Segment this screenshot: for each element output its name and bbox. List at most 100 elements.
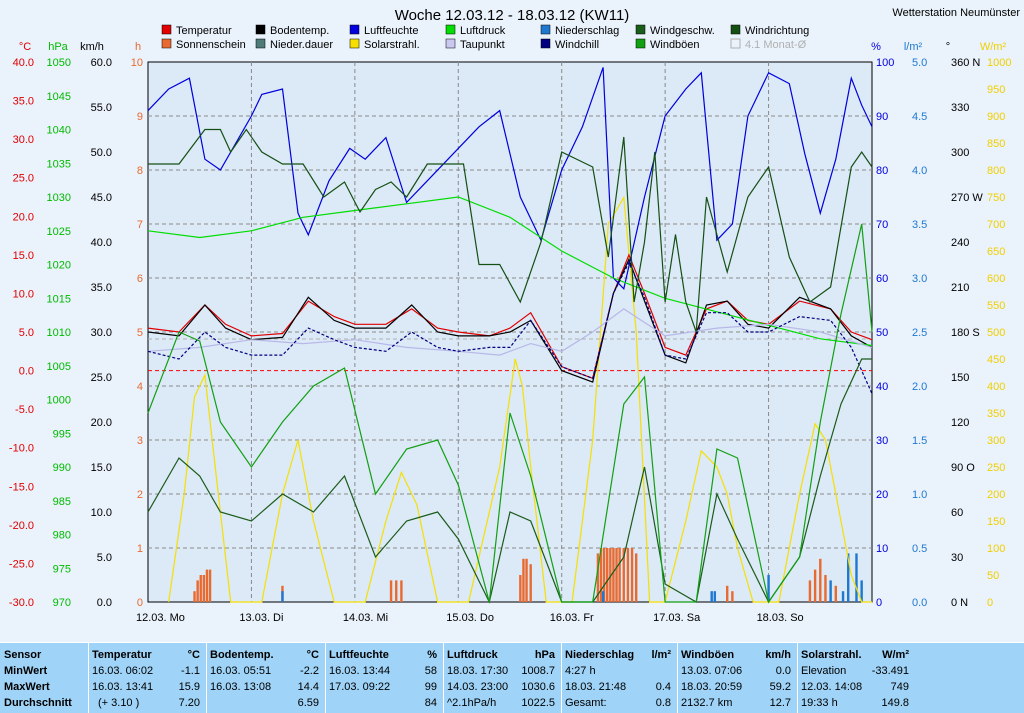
stats-cell-label: 16.03. 05:51 (210, 665, 272, 677)
stats-row: MinWert (0, 663, 88, 679)
bar-Sonnenschein (626, 548, 630, 602)
stats-header-label: Solarstrahl. (801, 649, 862, 661)
axis-tick-direction: 30 (951, 552, 963, 564)
axis-tick-temp: 10.0 (13, 288, 34, 300)
stats-row: 18.03. 17:30 1008.7 (443, 663, 561, 679)
axis-unit-wind: km/h (80, 41, 104, 53)
bar-Sonnenschein (808, 580, 812, 602)
axis-tick-direction: 300 (951, 147, 969, 159)
axis-tick-pressure: 1035 (47, 158, 71, 170)
stats-cell-label: 16.03. 13:08 (210, 681, 272, 693)
legend-swatch (730, 38, 741, 49)
stats-cell-label: Gesamt: (565, 697, 607, 709)
legend-swatch (161, 38, 172, 49)
axis-tick-solar: 800 (987, 165, 1005, 177)
station-name: Wetterstation Neumünster (892, 7, 1020, 19)
bar-Sonnenschein (599, 548, 603, 602)
axis-tick-solar: 950 (987, 84, 1005, 96)
stats-cell-value: -33.491 (871, 665, 909, 677)
axis-tick-direction: 90 O (951, 462, 975, 474)
axis-tick-rain: 4.5 (912, 111, 927, 123)
axis-tick-humidity: 30 (876, 435, 888, 447)
axis-tick-hours: 2 (137, 489, 143, 501)
bar-Sonnenschein (618, 548, 621, 602)
axis-unit-hours: h (135, 41, 141, 53)
axis-unit-rain: l/m² (904, 41, 923, 53)
axis-tick-humidity: 90 (876, 111, 888, 123)
axis-tick-wind: 30.0 (91, 327, 112, 339)
stats-cell-label: 16.03. 13:41 (92, 681, 154, 693)
axis-tick-rain: 2.5 (912, 327, 927, 339)
legend-swatch (349, 38, 360, 49)
bar-Sonnenschein (615, 548, 618, 602)
stats-separator (677, 643, 678, 713)
legend-label: Luftfeuchte (364, 25, 418, 37)
stats-cell-value: 149.8 (881, 697, 909, 709)
stats-row: 13.03. 07:06 0.0 (677, 663, 797, 679)
axis-unit-temp: °C (19, 41, 31, 53)
stats-cell-label: 18.03. 17:30 (447, 665, 509, 677)
axis-tick-humidity: 80 (876, 165, 888, 177)
axis-tick-pressure: 1025 (47, 226, 71, 238)
stats-column: Luftfeuchte% 16.03. 13:44 58 17.03. 09:22 99… (325, 645, 443, 713)
stats-row: 16.03. 13:08 14.4 (206, 679, 325, 695)
stats-cell-label: 18.03. 20:59 (681, 681, 743, 693)
x-tick-label: 16.03. Fr (550, 612, 594, 624)
series-Windrichtung (148, 128, 873, 333)
stats-header-label: Luftdruck (447, 649, 498, 661)
legend-swatch (540, 38, 551, 49)
axis-tick-temp: -15.0 (9, 481, 34, 493)
axis-tick-temp: 5.0 (19, 327, 34, 339)
axis-tick-humidity: 40 (876, 381, 888, 393)
stats-cell-label: (+ 3.10 ) (98, 697, 140, 709)
legend-label: Windchill (555, 39, 599, 51)
stats-row: 19:33 h 149.8 (797, 695, 915, 711)
bar-Sonnenschein (525, 558, 528, 602)
axis-tick-temp: -5.0 (15, 404, 34, 416)
stats-row: 18.03. 21:48 0.4 (561, 679, 677, 695)
stats-row: 12.03. 14:08 749 (797, 679, 915, 695)
stats-cell-label: 16.03. 06:02 (92, 665, 154, 677)
axis-tick-solar: 100 (987, 543, 1005, 555)
bar-Sonnenschein (522, 558, 525, 602)
axis-tick-hours: 6 (137, 273, 143, 285)
axis-tick-pressure: 1000 (47, 395, 71, 407)
bar-Niederschlag (841, 591, 845, 602)
axis-tick-wind: 35.0 (91, 282, 112, 294)
stats-header-unit: hPa (534, 649, 555, 661)
axis-unit-direction: ° (946, 41, 950, 53)
stats-cell-label: ^2.1hPa/h (447, 697, 497, 709)
axis-tick-rain: 5.0 (912, 57, 927, 69)
bar-Sonnenschein (606, 548, 609, 602)
axis-tick-temp: 25.0 (13, 173, 34, 185)
stats-column: Temperatur °C 16.03. 06:02 -1.1 16.03. 13:41… (88, 645, 206, 713)
stats-cell-value: 7.20 (178, 697, 200, 709)
axis-tick-temp: -20.0 (9, 520, 34, 532)
axis-tick-pressure: 985 (53, 496, 71, 508)
axis-tick-solar: 350 (987, 408, 1005, 420)
axis-tick-humidity: 100 (876, 57, 894, 69)
legend-swatch (540, 24, 551, 35)
axis-tick-wind: 10.0 (91, 507, 112, 519)
stats-cell-label: MinWert (4, 665, 48, 677)
axis-tick-rain: 3.0 (912, 273, 927, 285)
axis-tick-humidity: 60 (876, 273, 888, 285)
axis-tick-temp: -25.0 (9, 558, 34, 570)
bar-Niederschlag (601, 591, 605, 602)
axis-tick-wind: 45.0 (91, 192, 112, 204)
legend-swatch (635, 24, 646, 35)
bar-Sonnenschein (529, 564, 532, 602)
stats-header: Luftfeuchte% (325, 647, 443, 663)
bar-Sonnenschein (726, 585, 729, 602)
stats-header-label: Niederschlag (565, 649, 635, 661)
bar-Niederschlag (855, 553, 858, 602)
plot-area (147, 61, 873, 604)
bar-Sonnenschein (602, 548, 606, 602)
stats-separator (561, 643, 562, 713)
legend-swatch (445, 24, 456, 35)
axis-tick-humidity: 70 (876, 219, 888, 231)
axis-tick-humidity: 20 (876, 489, 888, 501)
axis-tick-solar: 1000 (987, 57, 1011, 69)
axis-tick-pressure: 1015 (47, 293, 71, 305)
axis-tick-hours: 9 (137, 111, 143, 123)
